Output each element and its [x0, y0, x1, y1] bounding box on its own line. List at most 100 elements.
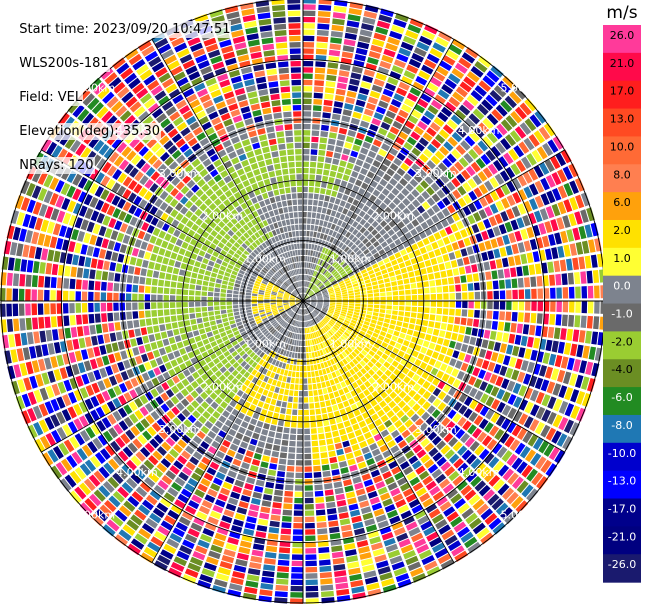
range-gate-cell: [329, 305, 336, 308]
range-gate-cell: [291, 305, 297, 309]
range-gate-cell: [355, 223, 363, 231]
range-gate-cell: [13, 318, 20, 332]
range-gate-cell: [312, 111, 322, 118]
range-gate-cell: [224, 475, 235, 485]
range-gate-cell: [337, 76, 349, 84]
range-gate-cell: [230, 577, 244, 586]
range-gate-cell: [212, 329, 219, 336]
range-gate-cell: [227, 470, 237, 479]
range-gate-cell: [241, 281, 248, 286]
range-gate-cell: [311, 244, 315, 250]
range-gate-cell: [245, 580, 259, 588]
range-gate-cell: [126, 477, 138, 489]
range-gate-cell: [452, 189, 462, 200]
range-gate-cell: [359, 500, 370, 509]
range-gate-cell: [29, 375, 38, 389]
range-gate-cell: [282, 343, 287, 349]
range-gate-cell: [225, 241, 233, 249]
range-gate-cell: [348, 503, 359, 511]
range-gate-cell: [54, 180, 65, 193]
range-gate-cell: [338, 389, 345, 396]
range-gate-cell: [492, 226, 501, 237]
range-gate-cell: [258, 359, 265, 366]
range-gate-cell: [322, 348, 327, 355]
range-gate-cell: [432, 264, 440, 272]
range-gate-cell: [454, 498, 466, 510]
range-gate-cell: [290, 296, 296, 299]
range-gate-cell: [272, 392, 279, 400]
range-gate-cell: [304, 295, 308, 300]
range-gate-cell: [431, 435, 442, 446]
range-gate-cell: [317, 17, 331, 24]
range-gate-cell: [135, 451, 146, 462]
range-gate-cell: [429, 280, 436, 287]
range-gate-cell: [296, 298, 302, 301]
range-gate-cell: [284, 315, 290, 321]
range-gate-cell: [305, 268, 308, 275]
range-gate-cell: [327, 202, 334, 210]
range-gate-cell: [340, 467, 349, 474]
range-gate-cell: [444, 78, 457, 90]
range-gate-cell: [203, 275, 210, 281]
range-gate-cell: [57, 112, 70, 127]
range-gate-cell: [272, 275, 278, 280]
range-gate-cell: [83, 268, 90, 279]
range-gate-cell: [332, 158, 340, 166]
range-gate-cell: [422, 380, 431, 390]
range-gate-cell: [307, 307, 312, 312]
range-gate-cell: [231, 423, 240, 431]
range-gate-cell: [105, 192, 116, 203]
range-gate-cell: [311, 312, 316, 317]
range-gate-cell: [229, 320, 236, 325]
range-gate-cell: [403, 394, 412, 404]
range-gate-cell: [512, 192, 522, 204]
range-gate-cell: [312, 358, 317, 365]
range-gate-cell: [185, 394, 194, 403]
range-gate-cell: [492, 159, 504, 172]
range-gate-cell: [345, 356, 352, 363]
range-gate-cell: [354, 138, 363, 146]
range-gate-cell: [258, 292, 265, 295]
range-gate-cell: [436, 440, 447, 451]
range-gate-cell: [359, 360, 366, 367]
range-gate-cell: [484, 180, 494, 192]
range-gate-cell: [295, 460, 303, 466]
range-gate-cell: [432, 42, 446, 53]
range-gate-cell: [25, 182, 36, 197]
range-gate-cell: [390, 487, 401, 497]
range-gate-cell: [277, 326, 282, 332]
range-gate-cell: [389, 382, 398, 390]
range-gate-cell: [424, 175, 434, 185]
range-gate-cell: [231, 369, 239, 377]
range-gate-cell: [372, 312, 379, 317]
range-gate-cell: [133, 319, 140, 328]
range-gate-cell: [481, 230, 489, 241]
range-gate-cell: [337, 266, 343, 272]
range-gate-cell: [249, 263, 256, 270]
range-gate-cell: [107, 240, 116, 251]
range-gate-cell: [210, 401, 219, 410]
range-gate-cell: [452, 91, 465, 103]
range-gate-cell: [455, 144, 466, 156]
range-gate-cell: [140, 418, 150, 429]
range-gate-cell: [471, 264, 478, 273]
range-gate-cell: [100, 202, 110, 214]
range-gate-cell: [82, 279, 89, 290]
range-gate-cell: [375, 224, 383, 232]
range-gate-cell: [331, 385, 338, 392]
range-gate-cell: [292, 403, 298, 409]
range-gate-cell: [416, 215, 425, 224]
range-gate-cell: [296, 298, 302, 301]
range-gate-cell: [51, 383, 61, 397]
range-gate-cell: [241, 343, 248, 350]
range-gate-cell: [200, 333, 208, 340]
range-gate-cell: [339, 160, 347, 168]
range-gate-cell: [277, 303, 283, 306]
range-gate-cell: [113, 454, 124, 466]
range-gate-cell: [328, 290, 335, 294]
range-gate-cell: [88, 280, 95, 291]
range-gate-cell: [312, 250, 316, 257]
range-gate-cell: [356, 539, 369, 548]
range-gate-cell: [484, 206, 493, 217]
range-gate-cell: [301, 302, 303, 309]
